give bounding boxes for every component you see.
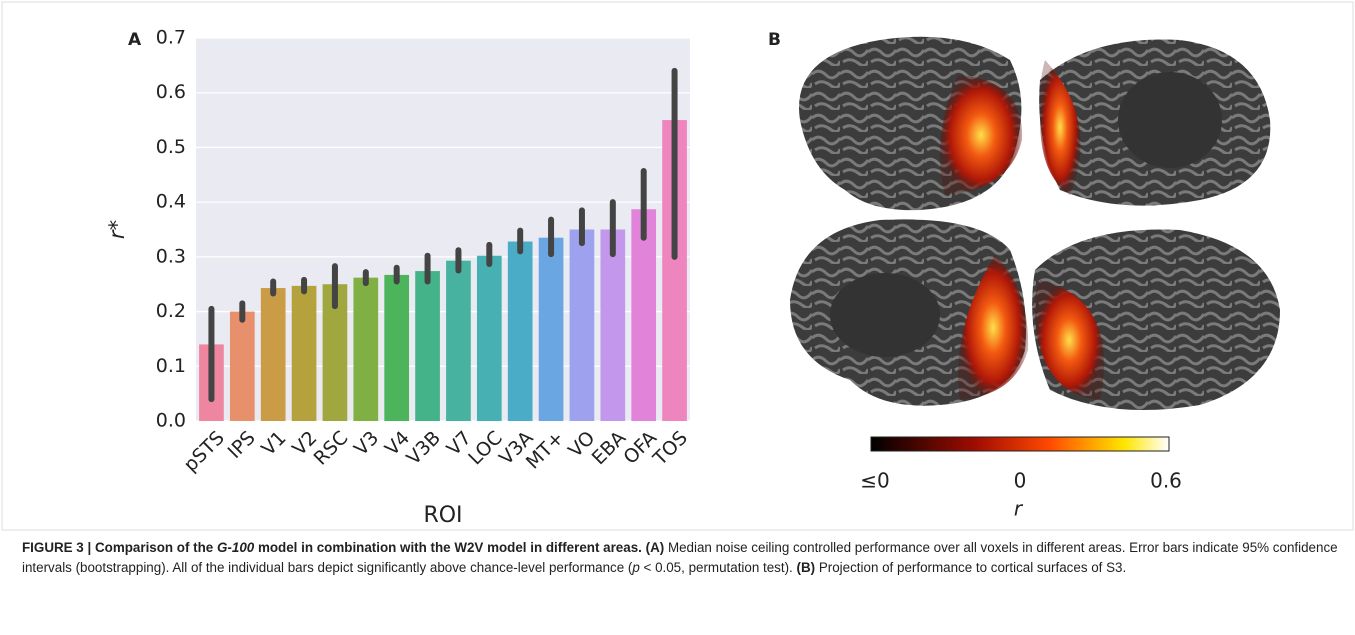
- y-tick-label: 0.5: [156, 136, 186, 158]
- x-tick-label: RSC: [310, 427, 353, 470]
- y-tick-label: 0.0: [156, 410, 186, 432]
- figure: A B ≤0 0 0.6 r 0.0 0.1 0.2 0.3 0.4 0.5 0.6 0.7 r…: [1, 1, 1354, 531]
- caption-text: Median noise ceiling controlled performa…: [22, 540, 1338, 575]
- bar: [384, 274, 410, 421]
- bar: [446, 260, 471, 421]
- panel-label: B: [768, 30, 781, 50]
- y-axis-label: r*: [105, 220, 129, 239]
- colorbar-title: r: [1014, 497, 1024, 521]
- bar: [600, 229, 626, 421]
- colorbar-label: 0: [1014, 469, 1027, 493]
- bar: [476, 255, 502, 421]
- caption-title: Comparison of the: [94, 540, 214, 555]
- x-tick-label: IPS: [224, 427, 260, 463]
- bar: [353, 277, 379, 421]
- bar: [415, 271, 440, 421]
- x-tick-label: pSTS: [180, 427, 229, 476]
- x-tick-label: V1: [257, 427, 290, 460]
- y-tick-label: 0.7: [156, 27, 186, 49]
- bar: [291, 285, 317, 421]
- bar: [538, 237, 564, 421]
- colorbar: [870, 436, 1170, 452]
- x-tick-label: V3: [350, 427, 383, 460]
- x-tick-label: V3B: [402, 427, 445, 470]
- y-tick-label: 0.1: [156, 355, 186, 377]
- colorbar-label: ≤0: [860, 469, 889, 493]
- caption-title: G-100: [217, 540, 255, 555]
- caption-text: < 0.05, permutation test).: [643, 560, 793, 575]
- caption: FIGURE 3 | Comparison of the G-100 model…: [22, 538, 1340, 578]
- bar: [260, 288, 286, 421]
- caption-text: p: [632, 560, 640, 575]
- bar: [631, 209, 657, 421]
- y-tick-label: 0.3: [156, 245, 186, 267]
- x-axis-label: ROI: [423, 503, 462, 528]
- y-tick-label: 0.2: [156, 300, 186, 322]
- bar: [229, 311, 255, 421]
- caption-tag: (B): [796, 560, 816, 575]
- caption-text: Projection of performance to cortical su…: [818, 560, 1127, 575]
- bar: [507, 241, 533, 421]
- y-tick-label: 0.6: [156, 81, 186, 103]
- brain-images: [790, 36, 1280, 410]
- bar: [569, 229, 595, 421]
- caption-title: model in combination with the W2V model …: [257, 540, 642, 555]
- panel-label: A: [128, 30, 142, 50]
- colorbar-label: 0.6: [1150, 469, 1182, 493]
- caption-label: FIGURE 3 |: [22, 540, 92, 555]
- x-tick-label: TOS: [648, 427, 692, 471]
- caption-tag: (A): [645, 540, 665, 555]
- y-tick-label: 0.4: [156, 191, 186, 213]
- figure-frame: [1, 1, 1354, 531]
